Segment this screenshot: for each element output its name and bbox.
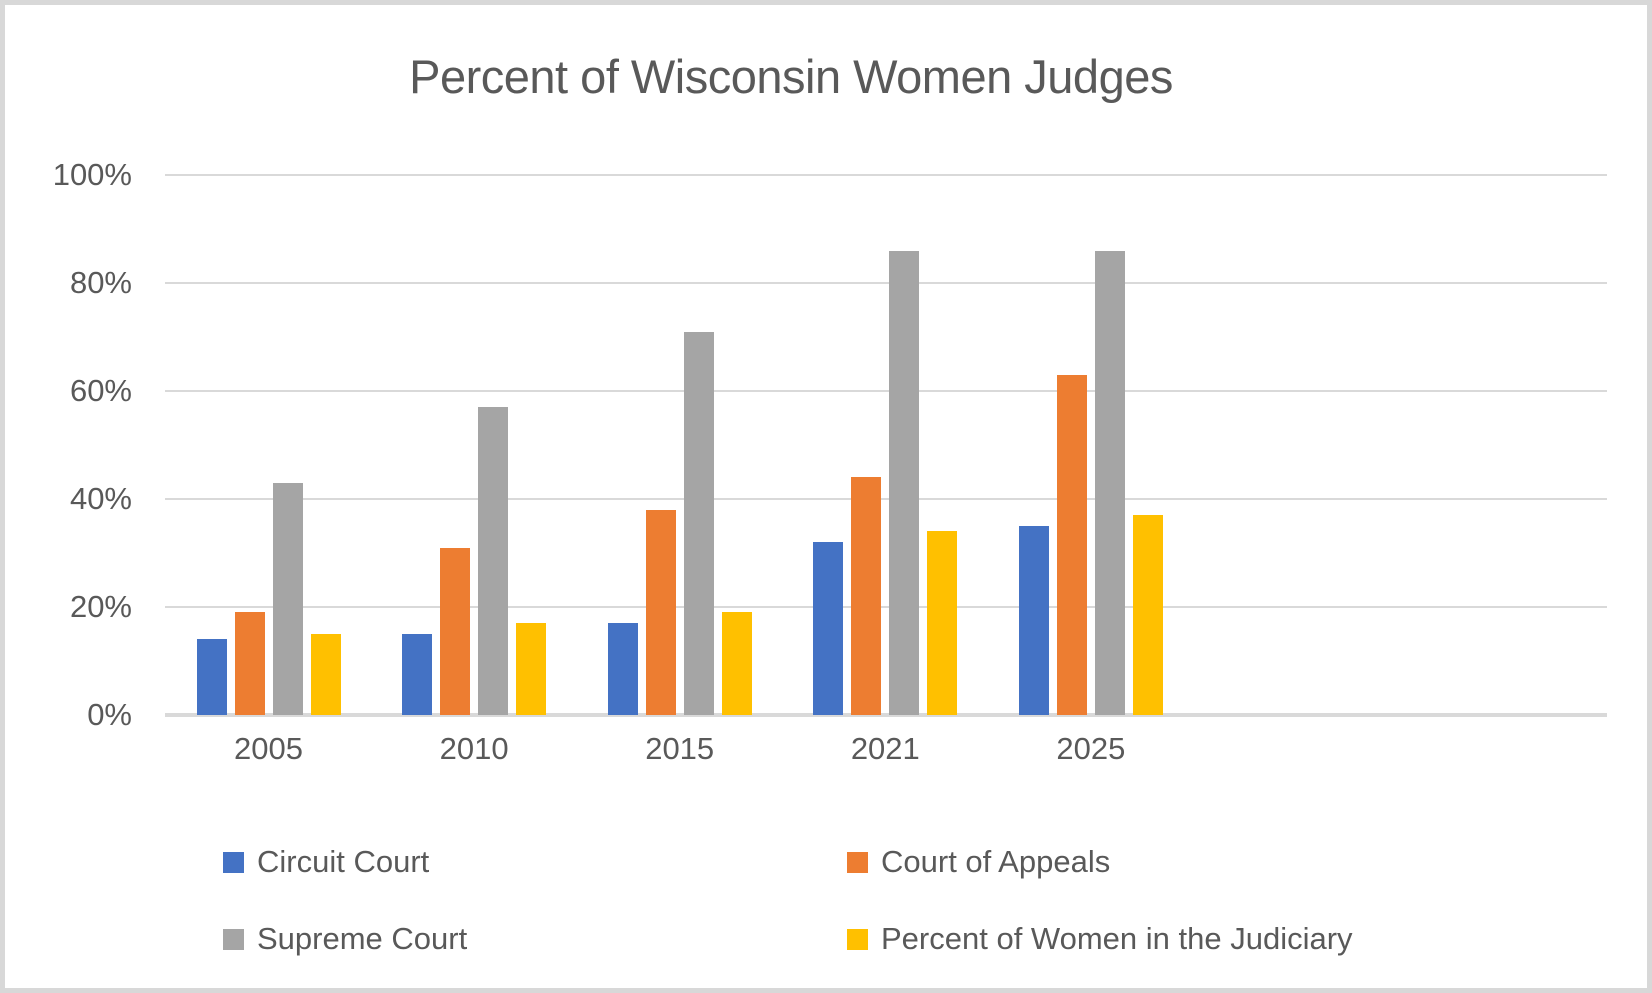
legend-marker-court-of-appeals <box>847 851 868 873</box>
bar-supreme-court-2005 <box>272 482 303 715</box>
bar-court-of-appeals-2025 <box>1056 374 1087 715</box>
x-tick-label-2015: 2015 <box>645 731 715 766</box>
y-tick-label-80: 80% <box>69 265 132 300</box>
bar-percent-of-women-in-the-judiciary-2025 <box>1132 515 1163 715</box>
bar-circuit-court-2010 <box>402 634 433 715</box>
gridline-100 <box>165 174 1607 176</box>
bar-circuit-court-2021 <box>813 542 844 715</box>
y-tick-label-20: 20% <box>69 589 132 624</box>
bar-supreme-court-2010 <box>478 407 509 715</box>
x-tick-label-2025: 2025 <box>1056 731 1126 766</box>
x-tick-label-2005: 2005 <box>234 731 303 766</box>
legend-item-court-of-appeals: Court of Appeals <box>847 844 1110 880</box>
bar-circuit-court-2005 <box>196 639 227 715</box>
bar-circuit-court-2015 <box>607 623 638 715</box>
legend-marker-percent-of-women-in-the-judiciary <box>847 928 868 950</box>
gridline-80 <box>165 282 1607 284</box>
y-tick-label-40: 40% <box>69 481 132 516</box>
y-tick-label-60: 60% <box>69 373 132 408</box>
bar-circuit-court-2025 <box>1018 526 1049 715</box>
legend-item-percent-of-women-in-the-judiciary: Percent of Women in the Judiciary <box>847 921 1353 957</box>
bar-percent-of-women-in-the-judiciary-2010 <box>516 623 547 715</box>
legend-label-circuit-court: Circuit Court <box>257 844 430 879</box>
legend-item-supreme-court: Supreme Court <box>223 921 467 957</box>
legend-label-supreme-court: Supreme Court <box>257 921 468 956</box>
bar-court-of-appeals-2005 <box>234 612 265 715</box>
legend-item-circuit-court: Circuit Court <box>223 844 429 880</box>
bar-percent-of-women-in-the-judiciary-2005 <box>310 634 341 715</box>
bar-court-of-appeals-2015 <box>645 509 676 715</box>
chart-title: Percent of Wisconsin Women Judges <box>409 50 1173 103</box>
legend-label-percent-of-women-in-the-judiciary: Percent of Women in the Judiciary <box>881 921 1353 956</box>
legend-label-court-of-appeals: Court of Appeals <box>881 844 1111 879</box>
bar-supreme-court-2021 <box>889 250 920 715</box>
bar-percent-of-women-in-the-judiciary-2015 <box>721 612 752 715</box>
plot-area: 0% 20% 40% 60% 80% 100% 2005 2010 2015 2021 2025 <box>5 5 1647 988</box>
bar-percent-of-women-in-the-judiciary-2021 <box>927 531 958 715</box>
y-tick-label-0: 0% <box>87 697 132 732</box>
legend-marker-supreme-court <box>223 928 244 950</box>
gridline-60 <box>165 390 1607 392</box>
bar-supreme-court-2015 <box>683 331 714 715</box>
x-axis-line <box>165 713 1607 717</box>
gridline-40 <box>165 498 1607 500</box>
bar-court-of-appeals-2021 <box>851 477 882 715</box>
y-tick-label-100: 100% <box>52 157 132 192</box>
bar-court-of-appeals-2010 <box>440 547 471 715</box>
x-tick-label-2010: 2010 <box>439 731 509 766</box>
x-tick-label-2021: 2021 <box>850 731 920 766</box>
legend-marker-circuit-court <box>223 851 244 873</box>
bar-supreme-court-2025 <box>1094 250 1125 715</box>
gridline-20 <box>165 606 1607 608</box>
